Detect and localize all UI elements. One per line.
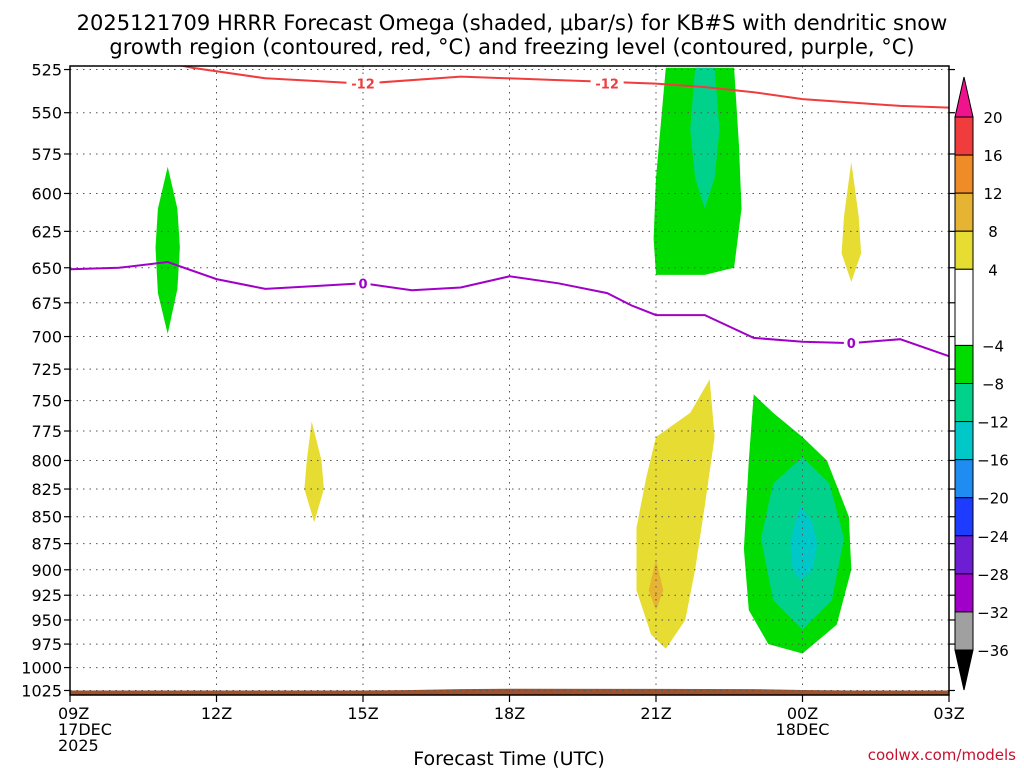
colorbar-band-2 — [954, 154, 974, 194]
x-tick-label-3-0: 12Z — [201, 704, 232, 723]
colorbar-label--12: −12 — [977, 414, 1009, 432]
y-tick-label-575: 575 — [31, 145, 62, 164]
plot-contours: -12 -12 0 0 — [70, 66, 949, 358]
y-tick-label-800: 800 — [31, 451, 62, 470]
x-tick-label-12-0: 21Z — [640, 704, 671, 723]
colorbar-band-5 — [954, 268, 974, 346]
y-tick-label-625: 625 — [31, 222, 62, 241]
y-tick-label-675: 675 — [31, 294, 62, 313]
colorbar-band-7 — [954, 383, 974, 423]
y-tick-label-750: 750 — [31, 392, 62, 411]
colorbar-label--36: −36 — [977, 642, 1009, 660]
colorbar-label-4: 4 — [988, 261, 998, 279]
y-tick-label-600: 600 — [31, 184, 62, 203]
y-tick-label-1025: 1025 — [21, 681, 62, 700]
colorbar-band-13 — [954, 611, 974, 651]
y-tick-label-700: 700 — [31, 328, 62, 347]
contour-label-freezing-level-0C-0: 0 — [358, 277, 367, 292]
x-tick-label-18-0: 03Z — [933, 704, 964, 723]
contour-label-dendritic-snow-growth-minus12C-1: -12 — [595, 78, 619, 93]
omega-region-10 — [304, 421, 324, 523]
colorbar-band-3 — [954, 192, 974, 232]
contour-label-bg-freezing-level-0C-1 — [843, 335, 859, 352]
x-tick-label-15-1: 18DEC — [776, 720, 830, 739]
chart-title-line-1: 2025121709 HRRR Forecast Omega (shaded, … — [77, 11, 948, 35]
omega-region-1 — [155, 166, 180, 334]
x-tick-label-15-0: 00Z — [787, 704, 818, 723]
y-tick-label-550: 550 — [31, 104, 62, 123]
colorbar-label-8: 8 — [988, 223, 998, 241]
y-tick-label-825: 825 — [31, 480, 62, 499]
colorbar-band-4 — [954, 230, 974, 270]
colorbar-label--28: −28 — [977, 566, 1009, 584]
colorbar-band-9 — [954, 459, 974, 499]
x-tick-label-0-0: 09Z — [58, 704, 89, 723]
credit-text: coolwx.com/models — [868, 746, 1016, 764]
y-tick-label-950: 950 — [31, 611, 62, 630]
colorbar-over-arrow — [954, 76, 974, 118]
colorbar-label--16: −16 — [977, 452, 1009, 470]
colorbar: 20 16 12 8 4 −4 −8 −12 −16 −20 −24 −28 −32 −36 — [954, 76, 1009, 691]
omega-region-6 — [790, 505, 818, 580]
colorbar-label--24: −24 — [977, 528, 1009, 546]
y-tick-label-725: 725 — [31, 360, 62, 379]
y-tick-label-1000: 1000 — [21, 659, 62, 678]
y-axis: 525 550 575 600 625 650 675 700 725 750 775 800 825 8… — [21, 61, 955, 700]
x-tick-label-0-2: 2025 — [58, 736, 99, 755]
y-tick-label-975: 975 — [31, 635, 62, 654]
contour-label-freezing-level-0C-1: 0 — [847, 337, 856, 352]
colorbar-band-12 — [954, 573, 974, 613]
contour-dendritic-snow-growth-minus12C — [178, 66, 949, 109]
colorbar-label--20: −20 — [977, 490, 1009, 508]
chart-title-line-2: growth region (contoured, red, °C) and f… — [109, 35, 914, 59]
y-tick-label-650: 650 — [31, 259, 62, 278]
x-tick-label-0-1: 17DEC — [58, 720, 112, 739]
x-tick-label-6-0: 15Z — [347, 704, 378, 723]
colorbar-band-6 — [954, 344, 974, 384]
colorbar-label--8: −8 — [982, 376, 1004, 394]
colorbar-band-8 — [954, 421, 974, 461]
contour-label-bg-freezing-level-0C-0 — [355, 275, 371, 292]
omega-region-9 — [841, 162, 862, 282]
colorbar-label-20: 20 — [983, 109, 1002, 127]
contour-label-bg-dendritic-snow-growth-minus12C-0 — [346, 75, 380, 92]
colorbar-under-arrow — [954, 649, 974, 691]
contour-label-dendritic-snow-growth-minus12C-0: -12 — [351, 78, 375, 93]
colorbar-label--4: −4 — [982, 337, 1004, 355]
plot-gridlines — [70, 66, 949, 695]
x-tick-label-9-0: 18Z — [494, 704, 525, 723]
y-tick-label-900: 900 — [31, 561, 62, 580]
omega-region-7 — [636, 379, 715, 649]
colorbar-band-1 — [954, 116, 974, 156]
omega-region-8 — [648, 559, 664, 611]
contour-freezing-level-0C — [70, 260, 949, 358]
colorbar-label--32: −32 — [977, 604, 1009, 622]
y-tick-label-775: 775 — [31, 422, 62, 441]
y-tick-label-875: 875 — [31, 535, 62, 554]
y-tick-label-850: 850 — [31, 508, 62, 527]
omega-region-3 — [690, 67, 720, 209]
colorbar-label-12: 12 — [983, 185, 1002, 203]
colorbar-label-16: 16 — [983, 147, 1002, 165]
plot-shading — [70, 67, 949, 695]
colorbar-band-10 — [954, 497, 974, 537]
contour-label-bg-dendritic-snow-growth-minus12C-1 — [590, 75, 624, 92]
y-tick-label-925: 925 — [31, 586, 62, 605]
colorbar-band-11 — [954, 535, 974, 575]
y-tick-label-525: 525 — [31, 61, 62, 80]
surface-terrain — [70, 688, 949, 695]
x-axis-label: Forecast Time (UTC) — [413, 748, 604, 768]
